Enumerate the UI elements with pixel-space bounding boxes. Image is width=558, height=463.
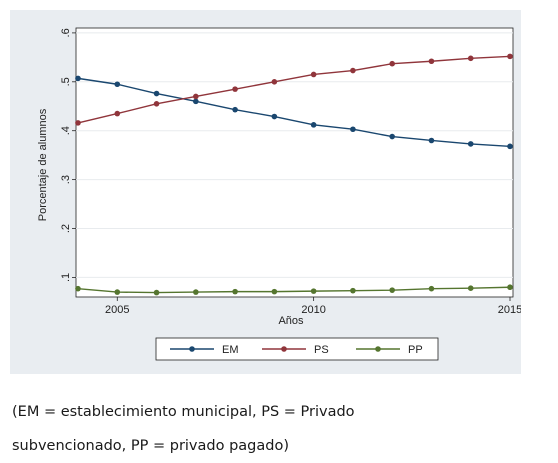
data-point-ps — [153, 101, 160, 107]
data-point-pp — [350, 287, 356, 294]
grid-lines — [76, 32, 513, 278]
series-lines — [75, 53, 513, 296]
caption-line-2: subvencionado, PP = privado pagado) — [12, 438, 289, 454]
data-point-em — [467, 141, 474, 147]
data-point-em — [153, 90, 160, 97]
data-point-em — [271, 113, 278, 120]
data-point-em — [114, 81, 121, 88]
y-tick-label: .6 — [60, 28, 72, 37]
legend-label: PP — [408, 344, 423, 356]
data-point-em — [75, 75, 81, 82]
y-tick-label: .2 — [60, 224, 72, 233]
y-tick-label: .4 — [60, 126, 72, 135]
data-point-em — [193, 98, 199, 105]
data-point-ps — [114, 110, 121, 117]
legend-key-marker — [375, 346, 381, 352]
data-point-em — [428, 137, 435, 144]
data-point-pp — [310, 288, 317, 294]
legend-key-marker — [281, 346, 287, 352]
data-point-pp — [193, 289, 199, 295]
data-point-ps — [350, 67, 356, 74]
x-axis-title: Años — [278, 315, 304, 327]
data-point-pp — [114, 289, 121, 295]
data-point-em — [389, 133, 395, 140]
line-chart: .1 .2 .3 .4 .5 .6 2005 2010 2015 Años Porcentaje… — [37, 27, 521, 361]
y-axis-title: Porcentaje de alumnos — [37, 108, 49, 221]
x-tick-label: 2010 — [301, 304, 325, 316]
data-point-pp — [467, 285, 474, 291]
data-point-em — [310, 122, 317, 128]
legend: EM PS PP — [155, 337, 439, 361]
data-point-ps — [389, 60, 395, 67]
data-point-em — [507, 143, 513, 150]
data-point-pp — [271, 288, 278, 295]
legend-label: EM — [222, 344, 239, 356]
data-point-ps — [271, 79, 278, 85]
data-point-pp — [75, 285, 81, 292]
series-line-ps — [77, 55, 511, 124]
figure-caption: (EM = establecimiento municipal, PS = Pr… — [12, 395, 542, 463]
data-point-ps — [193, 93, 199, 100]
axes: .1 .2 .3 .4 .5 .6 2005 2010 2015 — [60, 28, 521, 316]
chart-panel: .1 .2 .3 .4 .5 .6 2005 2010 2015 Años Porcentaje… — [10, 10, 521, 374]
series-line-pp — [77, 286, 511, 294]
y-tick-label: .5 — [60, 77, 72, 86]
data-point-ps — [507, 53, 513, 60]
data-point-pp — [389, 287, 395, 293]
data-point-em — [350, 126, 356, 133]
plot-area — [75, 27, 514, 298]
data-point-pp — [428, 285, 435, 292]
y-tick-label: .3 — [60, 175, 72, 184]
data-point-pp — [232, 288, 238, 295]
data-point-ps — [310, 71, 317, 78]
data-point-ps — [232, 86, 238, 92]
x-tick-label: 2015 — [498, 304, 521, 316]
legend-label: PS — [314, 344, 329, 356]
x-tick-label: 2005 — [105, 304, 129, 316]
data-point-pp — [153, 289, 160, 296]
caption-line-1: (EM = establecimiento municipal, PS = Pr… — [12, 404, 355, 420]
data-point-ps — [467, 55, 474, 62]
data-point-pp — [507, 284, 513, 291]
series-line-em — [77, 77, 511, 148]
data-point-em — [232, 106, 238, 113]
data-point-ps — [428, 58, 435, 65]
legend-key-marker — [189, 346, 195, 352]
y-tick-label: .1 — [60, 273, 72, 282]
data-point-ps — [75, 120, 81, 126]
